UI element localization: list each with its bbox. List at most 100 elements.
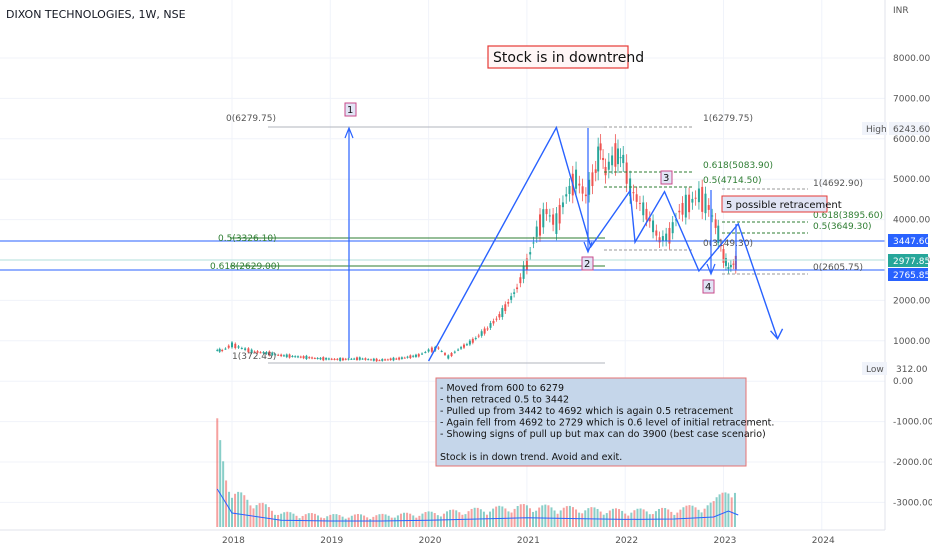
candle-body: [535, 226, 538, 237]
fib-right-lower: 1(4692.90) 0.618(3895.60) 0.5(3649.30) 0…: [722, 179, 883, 275]
candle-body: [655, 230, 658, 236]
y-tick-label: 0.00: [893, 377, 913, 387]
volume-bar: [501, 506, 504, 527]
x-tick-label: 2022: [615, 536, 638, 546]
candle-body: [240, 348, 243, 350]
candle-body: [516, 287, 519, 290]
volume-bar: [393, 517, 396, 527]
candle-body: [724, 258, 727, 266]
volume-bar: [712, 501, 715, 527]
volume-bar: [556, 513, 559, 527]
volume-bar: [485, 514, 488, 527]
candle-body: [588, 179, 591, 195]
volume-bar: [492, 508, 495, 527]
volume-bar: [578, 512, 581, 527]
x-tick-label: 2024: [812, 536, 835, 546]
price-label-3447: 3447.60: [893, 237, 930, 247]
candle-body: [594, 169, 597, 173]
volume-bar: [639, 508, 642, 527]
candle-body: [421, 353, 424, 355]
candle-body: [288, 354, 291, 358]
candle-body: [468, 340, 471, 345]
volume-bar: [618, 509, 621, 527]
volume-bar: [267, 507, 270, 527]
volume-bar: [525, 505, 528, 527]
volume-bar: [344, 518, 347, 527]
x-tick-label: 2021: [517, 536, 540, 546]
candle-body: [548, 215, 551, 217]
candle-body: [381, 359, 384, 361]
volume-bar: [415, 517, 418, 527]
candle-body: [224, 348, 227, 350]
candle-body: [607, 161, 610, 170]
candle-body: [671, 222, 674, 234]
candle-body: [417, 354, 420, 357]
retracement-callout-box: [721, 195, 828, 213]
candle-body: [218, 348, 221, 352]
candle-body: [370, 359, 373, 361]
volume-bar: [298, 518, 301, 527]
candle-body: [658, 237, 661, 243]
candle-body: [403, 357, 406, 359]
note-line: - then retraced 0.5 to 3442: [440, 395, 569, 406]
candle-body: [711, 215, 714, 217]
candle-body: [694, 197, 697, 199]
high-label: High: [866, 125, 887, 135]
volume-bar: [234, 493, 237, 527]
candle-body: [471, 338, 474, 343]
volume-bar: [310, 513, 313, 527]
candle-body: [665, 233, 668, 241]
candle-body: [722, 249, 725, 263]
note-line: - Pulled up from 3442 to 4692 which is a…: [440, 406, 733, 417]
low-value: 312.00: [896, 365, 928, 375]
volume-bar: [489, 511, 492, 527]
title-callout-box: [487, 45, 629, 69]
candle-body: [597, 146, 600, 172]
candle-body: [486, 328, 489, 330]
candle-body: [717, 225, 720, 244]
candle-body: [291, 355, 294, 357]
candle-body: [668, 227, 671, 244]
candle-body: [274, 354, 277, 356]
candle-body: [678, 210, 681, 213]
note-line: - Again fell from 4692 to 2729 which is …: [440, 418, 774, 429]
note-line: - Moved from 600 to 6279: [440, 383, 564, 394]
y-tick-label: 5000.00: [893, 175, 930, 185]
volume-bar: [700, 512, 703, 527]
candle-body: [268, 351, 271, 356]
volume-bar: [219, 440, 222, 527]
candle-body: [294, 356, 297, 358]
candle-body: [414, 354, 417, 357]
volume-bar: [706, 505, 709, 527]
note-line: - Showing signs of pull up but max can d…: [440, 429, 766, 440]
x-tick-label: 2023: [714, 536, 737, 546]
candle-body: [652, 220, 655, 233]
x-tick-label: 2018: [222, 536, 245, 546]
y-tick-label: -3000.00: [893, 498, 932, 508]
volume-bar: [286, 511, 289, 527]
volume-bar: [602, 514, 605, 527]
candle-body: [545, 208, 548, 215]
note-line: Stock is in down trend. Avoid and exit.: [440, 452, 622, 463]
volume-bar: [522, 504, 525, 527]
candle-body: [265, 352, 268, 354]
volume-bar: [381, 513, 384, 527]
candle-body: [714, 219, 717, 228]
candle-body: [599, 143, 602, 151]
volume-bar: [507, 511, 510, 527]
candle-body: [280, 354, 283, 357]
candle-body: [465, 344, 468, 346]
volume-bar: [685, 505, 688, 527]
volume-bar: [565, 506, 568, 527]
candle-body: [392, 357, 395, 361]
candle-body: [330, 358, 333, 360]
candle-body: [430, 347, 433, 352]
wave-label-3: 3: [663, 173, 669, 184]
candle-body: [253, 351, 256, 353]
candle-body: [259, 352, 262, 354]
candle-body: [584, 194, 587, 197]
volume-bar: [277, 514, 280, 527]
candle-body: [539, 214, 542, 236]
candle-body: [522, 265, 525, 279]
